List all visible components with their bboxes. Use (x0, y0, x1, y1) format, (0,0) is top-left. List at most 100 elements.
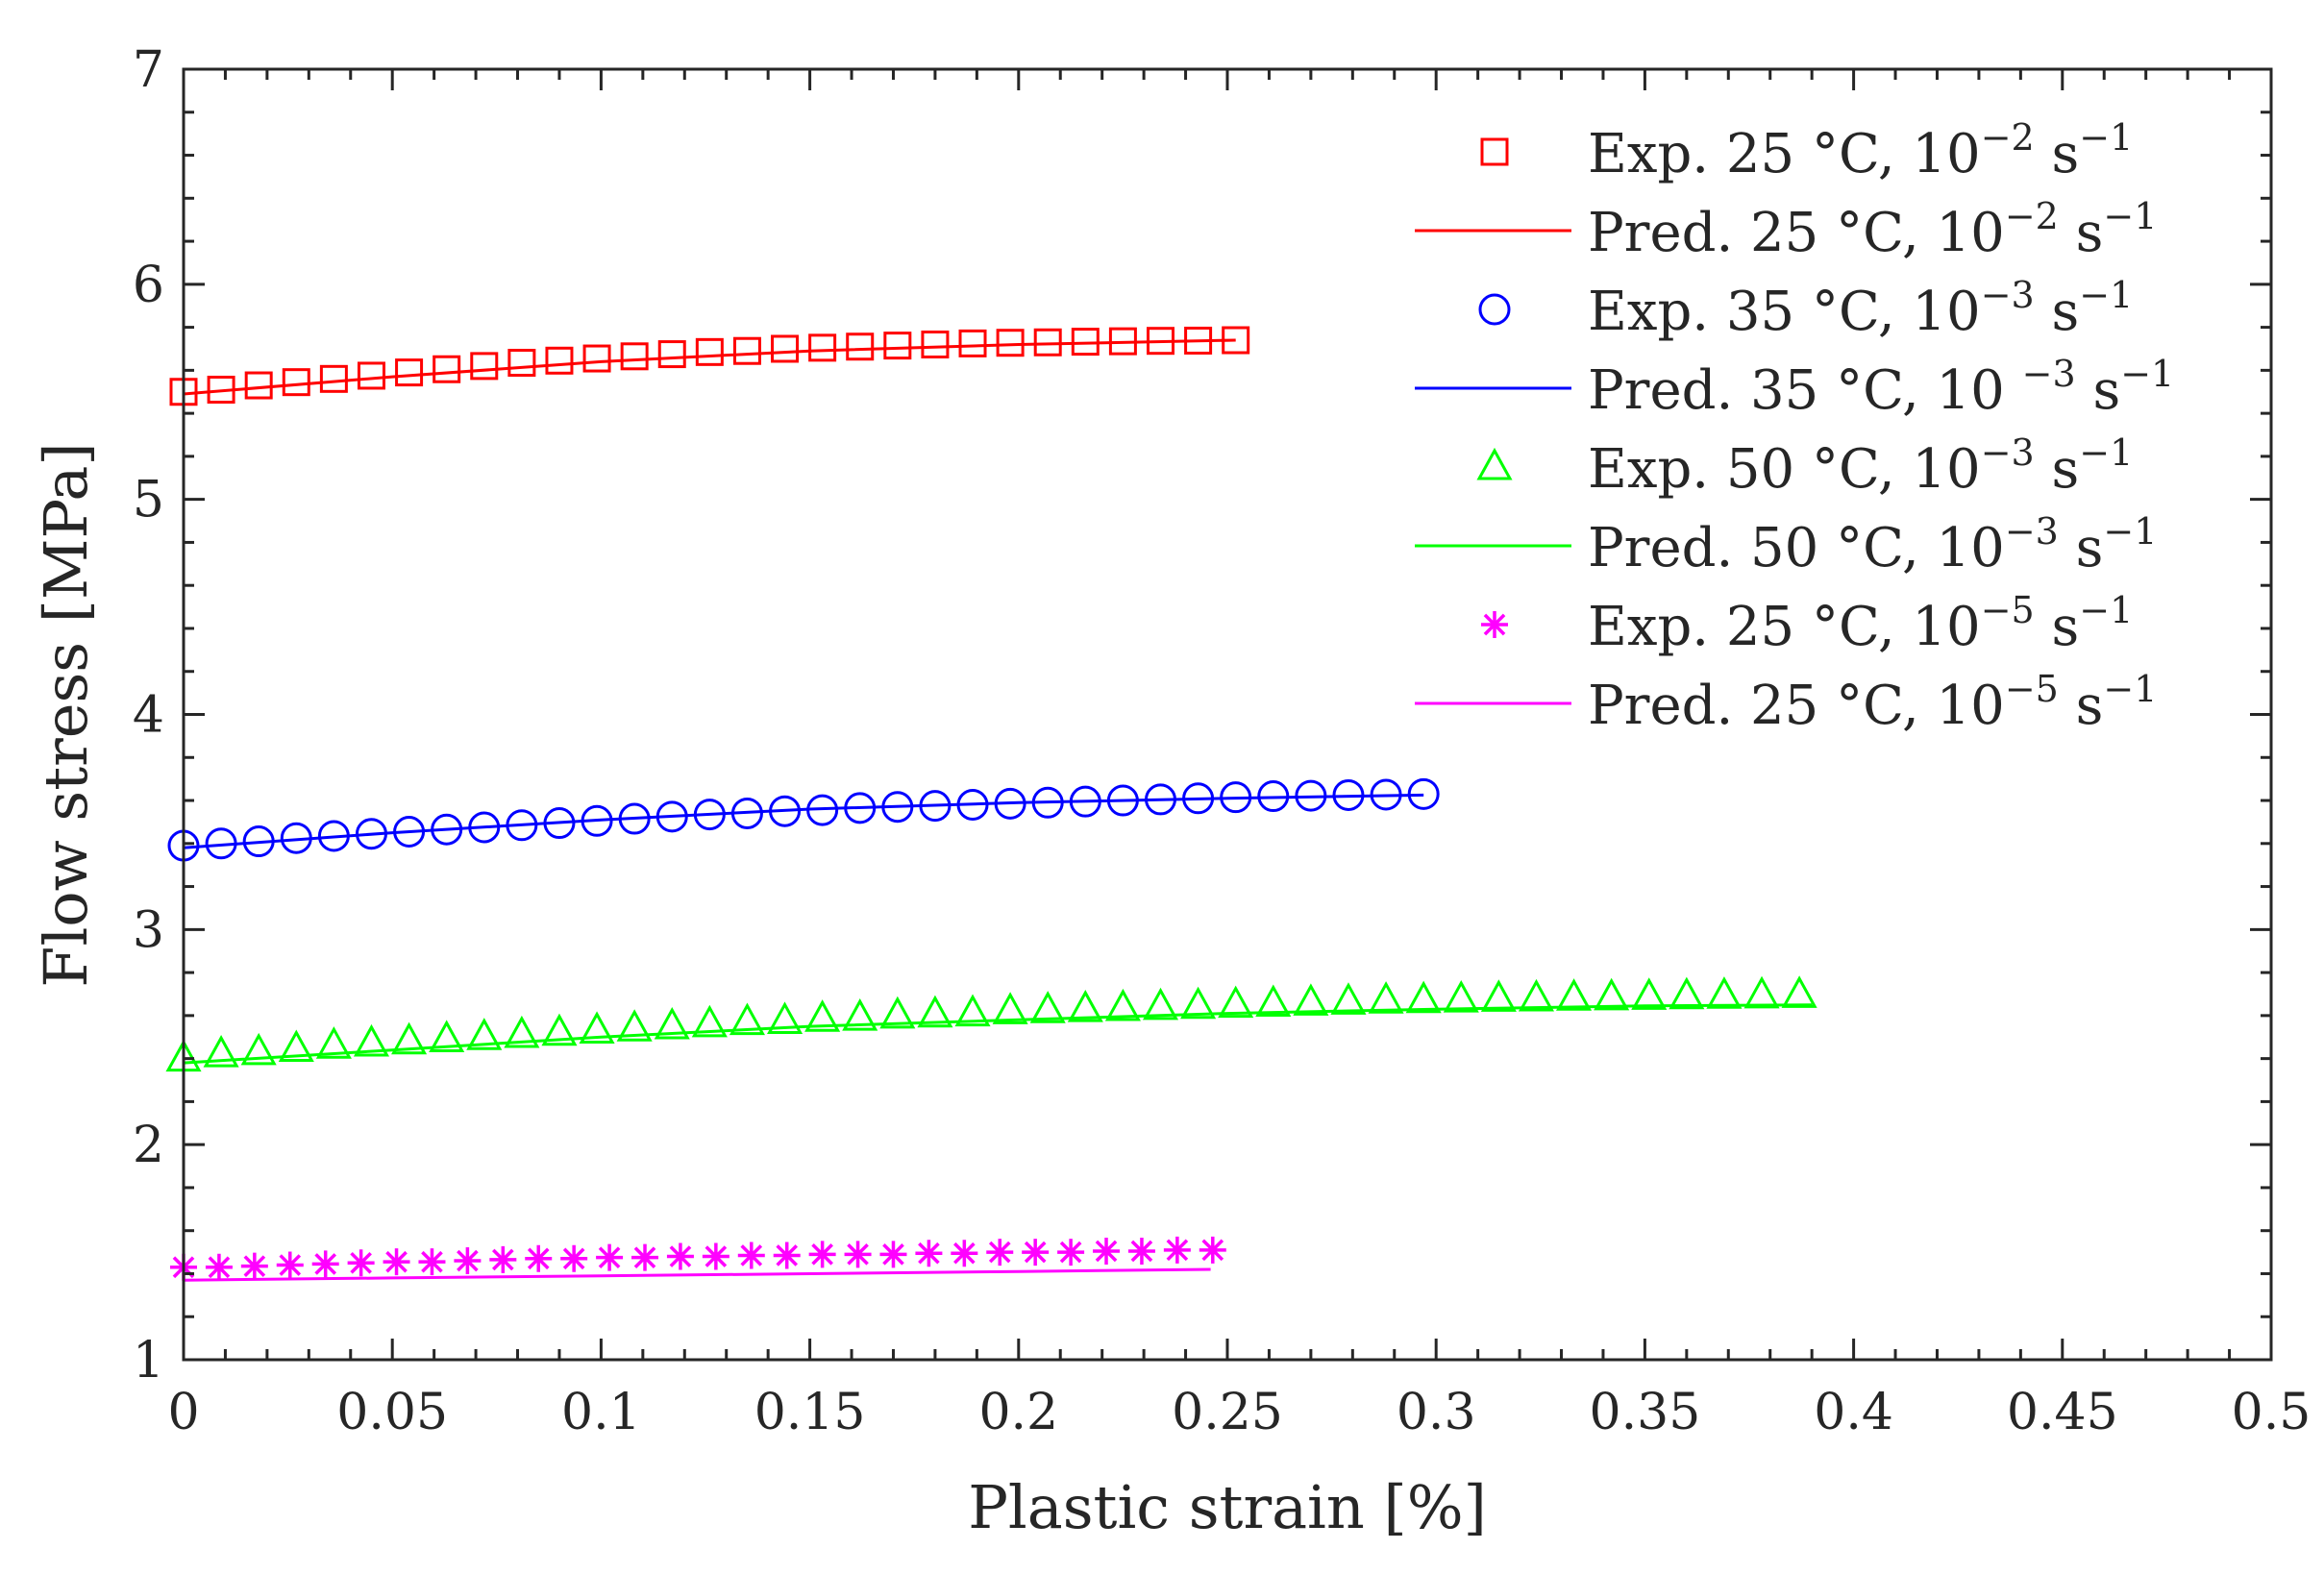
data-point-square (996, 329, 1025, 357)
y-tick-label: 6 (133, 257, 164, 314)
data-point-triangle (1631, 977, 1668, 1010)
data-point-triangle (1255, 984, 1292, 1018)
data-point-asterisk (1093, 1237, 1121, 1265)
data-point-triangle (616, 1009, 653, 1042)
data-point-asterisk (1163, 1236, 1191, 1264)
data-point-square (732, 336, 761, 365)
series-3 (183, 793, 1424, 849)
data-point-triangle (1218, 985, 1254, 1019)
data-point-triangle (1368, 981, 1404, 1014)
series-7 (183, 1267, 1211, 1282)
data-point-asterisk (347, 1249, 375, 1277)
data-point-asterisk (773, 1242, 801, 1269)
data-point-square (282, 368, 310, 397)
ticks-layer: 0 0.05 0.1 0.15 0.2 0.25 0.3 0.35 0.4 0.45 0.5 1 2 3 4… (133, 41, 2311, 1441)
legend-item: Exp. 50 °C, 10−3 s−1 (1476, 431, 2133, 501)
data-point-triangle (1743, 975, 1780, 1009)
data-point-triangle (1029, 991, 1066, 1023)
data-point-triangle (391, 1021, 428, 1055)
data-point-asterisk (383, 1248, 410, 1276)
data-point-asterisk (951, 1240, 978, 1267)
data-point-asterisk (489, 1245, 517, 1273)
legend-marker-swatch (1481, 611, 1508, 638)
data-point-triangle (1405, 980, 1442, 1014)
legend-label: Exp. 25 °C, 10−2 s−1 (1588, 116, 2133, 185)
data-point-triangle (954, 994, 991, 1027)
data-point-square (846, 332, 875, 361)
legend-item: Exp. 25 °C, 10−5 s−1 (1481, 589, 2133, 658)
data-point-square (771, 334, 800, 363)
legend-label: Exp. 25 °C, 10−5 s−1 (1588, 589, 2133, 658)
series-6 (170, 1236, 1226, 1281)
series-5 (183, 1003, 1813, 1065)
legend-label: Pred. 25 °C, 10−2 s−1 (1588, 195, 2157, 264)
legend-item: Pred. 35 °C, 10 −3 s−1 (1415, 353, 2174, 422)
data-point-triangle (1180, 986, 1217, 1020)
y-tick-label: 2 (133, 1117, 164, 1174)
legend-item: Pred. 25 °C, 10−5 s−1 (1415, 668, 2157, 737)
data-point-triangle (1142, 987, 1179, 1021)
x-tick-label: 0.5 (2232, 1384, 2312, 1441)
data-point-asterisk (454, 1247, 482, 1275)
data-point-asterisk (205, 1253, 233, 1281)
data-point-asterisk (418, 1248, 446, 1276)
data-point-triangle (278, 1029, 314, 1063)
data-point-triangle (1556, 978, 1593, 1011)
data-point-triangle (992, 992, 1028, 1024)
data-point-square (620, 342, 649, 371)
data-point-triangle (1330, 982, 1367, 1015)
legend-label: Exp. 35 °C, 10−3 s−1 (1588, 274, 2133, 343)
x-tick-label: 0.45 (2007, 1384, 2118, 1441)
x-tick-label: 0.15 (754, 1384, 866, 1441)
legend-marker-swatch (1476, 447, 1513, 480)
data-point-asterisk (560, 1244, 588, 1272)
data-point-square (395, 358, 424, 387)
legend-item: Exp. 35 °C, 10−3 s−1 (1478, 274, 2133, 343)
x-tick-label: 0.25 (1172, 1384, 1283, 1441)
x-tick-label: 0.35 (1590, 1384, 1701, 1441)
data-point-triangle (879, 996, 916, 1029)
plot-area (184, 69, 2271, 1360)
data-point-asterisk (276, 1251, 304, 1279)
data-point-triangle (203, 1035, 239, 1068)
y-tick-label: 5 (133, 472, 164, 529)
data-point-square (470, 352, 499, 381)
legend-label: Pred. 50 °C, 10−3 s−1 (1588, 510, 2157, 579)
data-point-triangle (429, 1020, 465, 1052)
y-tick-label: 7 (133, 41, 164, 99)
data-point-triangle (353, 1023, 390, 1057)
data-point-triangle (240, 1032, 277, 1066)
data-point-square (695, 337, 724, 366)
data-point-triangle (1669, 976, 1705, 1010)
legend-label: Pred. 35 °C, 10 −3 s−1 (1588, 353, 2174, 422)
data-point-triangle (315, 1026, 352, 1059)
data-point-square (545, 346, 574, 375)
data-point-square (883, 332, 912, 360)
data-point-asterisk (666, 1242, 694, 1270)
x-axis-title: Plastic strain [%] (968, 1472, 1487, 1542)
data-point-triangle (579, 1011, 615, 1045)
legend-label: Exp. 50 °C, 10−3 s−1 (1588, 431, 2133, 501)
legend-item: Pred. 25 °C, 10−2 s−1 (1415, 195, 2157, 264)
data-point-triangle (1706, 976, 1743, 1009)
data-point-asterisk (596, 1243, 624, 1271)
y-tick-label: 1 (133, 1332, 164, 1390)
series-line (183, 1267, 1211, 1282)
data-point-triangle (691, 1004, 728, 1038)
data-point-square (507, 349, 536, 378)
data-point-asterisk (879, 1241, 907, 1268)
x-tick-label: 0.4 (1814, 1384, 1893, 1441)
data-point-square (582, 344, 611, 373)
data-point-triangle (541, 1013, 578, 1046)
data-point-square (433, 355, 461, 383)
data-point-asterisk (1022, 1239, 1050, 1267)
data-point-asterisk (844, 1241, 872, 1268)
y-tick-label: 3 (133, 901, 164, 959)
data-point-asterisk (1127, 1237, 1155, 1265)
series-1 (183, 338, 1236, 396)
legend-marker-swatch (1478, 293, 1511, 326)
data-point-triangle (1293, 983, 1329, 1016)
data-point-triangle (729, 1002, 765, 1036)
data-point-triangle (917, 995, 953, 1028)
